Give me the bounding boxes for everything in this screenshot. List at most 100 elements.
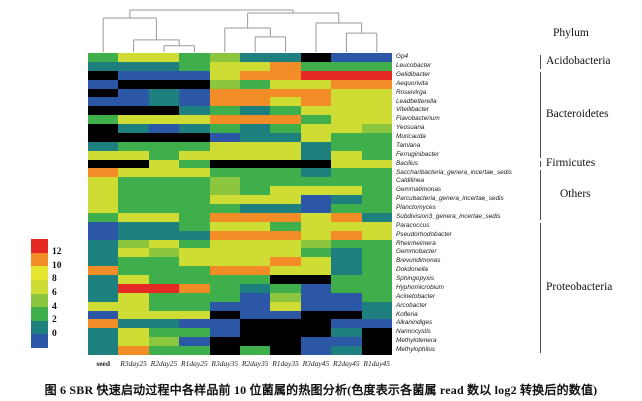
column-dendrogram <box>102 9 378 52</box>
heatmap-cell <box>239 203 271 213</box>
heatmap-cell <box>331 292 362 302</box>
heatmap-cell <box>361 283 392 293</box>
heatmap-cell <box>209 230 240 240</box>
heatmap-cell <box>300 70 332 80</box>
row-label: Gp4 <box>396 53 409 61</box>
heatmap-cell <box>239 150 271 160</box>
heatmap-cell <box>209 266 240 276</box>
row-label: Methylotenera <box>396 337 437 345</box>
heatmap-cell <box>361 132 392 142</box>
heatmap-cell <box>270 97 301 107</box>
heatmap-cell <box>361 61 392 71</box>
row-label: Caldilinea <box>396 177 425 185</box>
heatmap-cell <box>118 150 149 160</box>
heatmap-cell <box>179 257 210 267</box>
heatmap-cell <box>148 115 180 125</box>
heatmap-cell <box>88 106 119 116</box>
heatmap-cell <box>88 283 119 293</box>
heatmap-cell <box>179 310 210 320</box>
heatmap-cell <box>118 230 149 240</box>
heatmap-cell <box>239 195 271 204</box>
heatmap-cell <box>270 310 301 320</box>
heatmap-cell <box>361 221 392 231</box>
heatmap-cell <box>361 186 392 196</box>
heatmap-cell <box>300 106 332 116</box>
row-label: Arcobacter <box>396 301 427 309</box>
heatmap-cell <box>148 70 180 80</box>
heatmap-cell <box>270 221 301 231</box>
heatmap-cell <box>148 168 180 178</box>
heatmap-cell <box>179 124 210 133</box>
heatmap-cell <box>209 275 240 284</box>
heatmap-cell <box>88 310 119 320</box>
heatmap-cell <box>148 53 180 62</box>
legend-tick-label: 4 <box>52 301 57 312</box>
heatmap-cell <box>148 177 180 187</box>
column-label: seed <box>96 359 111 368</box>
heatmap-cell <box>300 115 332 125</box>
color-scale-legend <box>31 239 48 348</box>
heatmap-cell <box>118 203 149 213</box>
heatmap-cell <box>239 88 271 98</box>
heatmap-cell <box>300 53 332 62</box>
row-label: Gelidibacter <box>396 70 431 78</box>
heatmap-cell <box>179 97 210 107</box>
heatmap-cell <box>118 292 149 302</box>
heatmap-cell <box>300 310 332 320</box>
heatmap-cell <box>179 159 210 169</box>
legend-color-segment <box>31 334 48 348</box>
heatmap-cell <box>88 248 119 258</box>
heatmap-cell <box>148 124 180 133</box>
heatmap-cell <box>361 159 392 169</box>
legend-color-segment <box>31 252 48 267</box>
heatmap-cell <box>209 346 240 355</box>
heatmap-cell <box>361 310 392 320</box>
heatmap-cell <box>88 230 119 240</box>
heatmap-cell <box>118 195 149 204</box>
heatmap-cell <box>331 150 362 160</box>
heatmap-cell <box>209 115 240 125</box>
heatmap-cell <box>88 177 119 187</box>
heatmap-cell <box>331 266 362 276</box>
heatmap-cell <box>270 124 301 133</box>
heatmap-cell <box>148 186 180 196</box>
heatmap-cell <box>179 186 210 196</box>
heatmap-cell <box>148 106 180 116</box>
heatmap-cell <box>300 239 332 249</box>
heatmap-cell <box>270 168 301 178</box>
heatmap-cell <box>331 97 362 107</box>
heatmap-cell <box>361 97 392 107</box>
heatmap-cell <box>209 70 240 80</box>
heatmap-cell <box>209 301 240 311</box>
row-label: Ferruginibacter <box>396 150 439 158</box>
heatmap-cell <box>239 53 271 62</box>
heatmap-cell <box>361 70 392 80</box>
heatmap-cell <box>179 168 210 178</box>
heatmap-cell <box>209 53 240 62</box>
heatmap-cell <box>239 310 271 320</box>
heatmap-cell <box>118 124 149 133</box>
phylum-label: Firmicutes <box>546 157 596 170</box>
row-label: Vitellibacter <box>396 106 429 114</box>
heatmap-cell <box>148 88 180 98</box>
heatmap-cell <box>239 212 271 222</box>
heatmap-cell <box>270 141 301 151</box>
heatmap-cell <box>118 88 149 98</box>
heatmap-cell <box>118 301 149 311</box>
phylum-label: Bacteroidetes <box>546 108 609 121</box>
heatmap-cell <box>209 97 240 107</box>
row-label: Dokdonella <box>396 266 428 274</box>
row-label: Muricauda <box>396 133 426 141</box>
heatmap-cell <box>239 292 271 302</box>
heatmap-cell <box>118 266 149 276</box>
heatmap-cell <box>239 79 271 89</box>
heatmap-cell <box>88 132 119 142</box>
heatmap-cell <box>88 141 119 151</box>
heatmap-cell <box>179 221 210 231</box>
heatmap-cell <box>361 266 392 276</box>
heatmap-cell <box>88 266 119 276</box>
heatmap-cell <box>361 328 392 338</box>
column-label: R1day45 <box>363 359 391 368</box>
row-label: Alkanindiges <box>396 319 433 327</box>
heatmap-cell <box>209 132 240 142</box>
